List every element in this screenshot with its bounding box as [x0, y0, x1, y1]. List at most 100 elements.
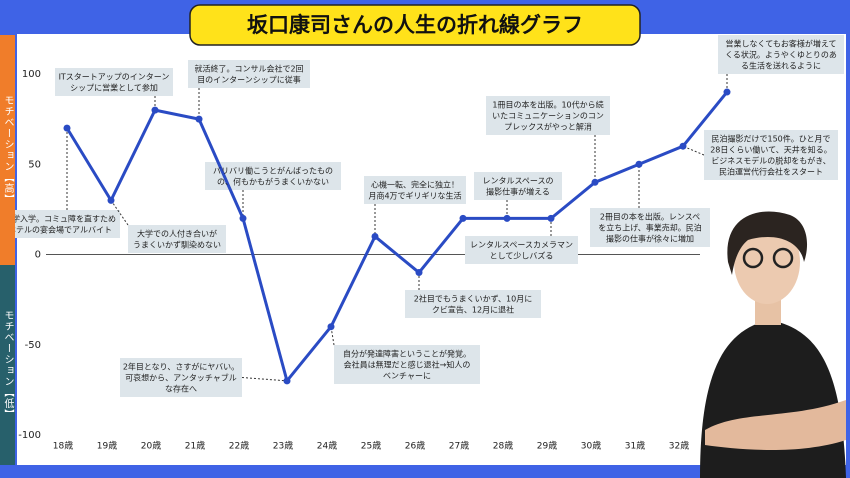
annotation-text: として少しバズる	[490, 251, 554, 261]
annotation-text: 2年目となり、さすがにヤバい。	[123, 362, 239, 372]
annotation-box	[718, 35, 844, 74]
data-point	[239, 214, 247, 222]
y-tick-label: 100	[22, 69, 41, 80]
annotation-leader	[241, 377, 288, 382]
annotation-text: クビ宣告、12月に退社	[432, 305, 514, 315]
data-point	[415, 269, 423, 277]
annotation-text: ビジネスモデルの脱却をもがき、	[711, 156, 830, 166]
y-tick-label: -100	[18, 430, 41, 441]
x-tick-label: 28歳	[493, 440, 513, 452]
portrait-hair	[727, 211, 808, 275]
data-line	[65, 91, 729, 383]
title-box	[189, 4, 641, 46]
data-point	[195, 115, 203, 123]
annotation-text: プレックスがやっと解消	[504, 122, 592, 132]
annotation-text: 撮影の仕事が徐々に増加	[606, 234, 694, 244]
annotation-text: の、何もかもがうまくいかない	[217, 177, 329, 187]
x-tick-label: 23歳	[273, 440, 293, 452]
data-point	[723, 88, 731, 96]
annotation-text: シップに営業として参加	[70, 83, 158, 93]
data-point	[107, 196, 115, 204]
annotation-box	[465, 236, 578, 264]
annotation-leader	[110, 200, 129, 226]
x-tick-label: 30歳	[581, 440, 601, 452]
data-point	[371, 232, 379, 240]
annotation-text: 会社員は無理だと感じ退社→知人の	[344, 360, 471, 370]
data-point	[591, 178, 599, 186]
annotation-text: 大学入学。コミュ障を直すため	[4, 214, 116, 224]
annotation-text: 営業しなくてもお客様が増えて	[726, 39, 837, 49]
chart-title: 坂口康司さんの人生の折れ線グラフ	[247, 13, 583, 37]
x-tick-label: 25歳	[361, 440, 381, 452]
annotation-text: 大学での人付き合いが	[137, 229, 217, 239]
portrait	[700, 211, 846, 478]
annotation-box	[334, 345, 480, 384]
annotation-box	[55, 68, 173, 96]
portrait-glasses	[742, 247, 764, 269]
annotation-text: 自分が発達障害ということが発覚。	[343, 349, 471, 359]
y-tick-label: 50	[28, 159, 41, 170]
data-point	[503, 214, 511, 222]
portrait-glasses	[772, 247, 794, 269]
annotation-box	[0, 210, 120, 238]
data-point	[635, 160, 643, 168]
annotation-text: いたコミュニケーションのコン	[492, 112, 604, 121]
data-point	[679, 142, 687, 150]
annotation-text: 2冊目の本を出版。レンスペ	[600, 212, 700, 222]
annotation-box	[128, 225, 226, 253]
annotation-box	[120, 358, 242, 397]
annotation-box	[590, 208, 710, 247]
annotation-text: 心機一転、完全に独立！	[371, 180, 459, 190]
side-label-high: モチベーション【高】	[0, 35, 15, 265]
x-tick-label: 19歳	[97, 440, 117, 452]
side-label-low: モチベーション【低】	[0, 265, 15, 465]
x-tick-label: 21歳	[185, 440, 205, 452]
annotation-text: 可哀想から、アンタッチャブル	[125, 373, 237, 383]
annotation-text: 28日くらい働いて、天井を知る。	[710, 145, 832, 155]
x-tick-label: 32歳	[669, 440, 689, 452]
annotation-box	[188, 60, 310, 88]
x-tick-label: 22歳	[229, 440, 249, 452]
annotation-leader	[330, 326, 335, 346]
x-tick-label: 18歳	[53, 440, 73, 452]
annotation-text: 民泊運営代行会社をスタート	[719, 167, 823, 177]
data-point	[459, 214, 467, 222]
annotation-text: 撮影仕事が増える	[486, 187, 550, 197]
annotation-text: レンタルスペースカメラマン	[470, 241, 573, 250]
annotation-text: 2社目でもうまくいかず、10月に	[414, 294, 532, 304]
y-tick-label: 0	[35, 250, 41, 261]
annotation-text: ITスタートアップのインターン	[59, 73, 170, 82]
annotation-box	[405, 290, 541, 318]
annotation-text: 1冊目の本を出版。10代から続	[492, 100, 603, 110]
annotation-text: る生活を送れるように	[741, 61, 821, 71]
annotation-text: くる状況。ようやくゆとりのあ	[725, 50, 837, 60]
annotation-text: バリバリ働こうとがんばったもの	[213, 166, 333, 176]
x-tick-label: 31歳	[625, 440, 645, 452]
annotation-box	[364, 176, 466, 204]
x-tick-label: 27歳	[449, 440, 469, 452]
data-point	[151, 106, 159, 114]
data-point	[283, 377, 291, 385]
annotation-box	[486, 96, 610, 135]
x-tick-label: 26歳	[405, 440, 425, 452]
data-point	[547, 214, 555, 222]
annotation-text: ベンチャーに	[383, 372, 431, 381]
annotation-text: ホテルの宴会場でアルバイト	[8, 225, 112, 235]
annotation-text: レンタルスペースの	[482, 177, 553, 186]
portrait-face	[734, 220, 800, 304]
annotation-text: 就活終了。コンサル会社で2回	[194, 64, 303, 74]
annotation-text: うまくいかず馴染めない	[133, 240, 221, 250]
portrait-arms	[705, 400, 846, 450]
annotation-text: を立ち上げ、事業売却。民泊	[598, 223, 701, 233]
annotation-text: な存在へ	[165, 384, 197, 394]
x-tick-label: 29歳	[537, 440, 557, 452]
x-tick-label: 24歳	[317, 440, 337, 452]
annotation-text: 月商4万でギリギリな生活	[368, 191, 461, 201]
y-tick-label: -50	[25, 340, 41, 351]
x-tick-label: 20歳	[141, 440, 161, 452]
annotation-text: 民泊撮影だけで150件。ひと月で	[711, 134, 830, 144]
annotation-box	[704, 130, 838, 180]
annotation-text: 目のインターンシップに従事	[197, 75, 301, 85]
